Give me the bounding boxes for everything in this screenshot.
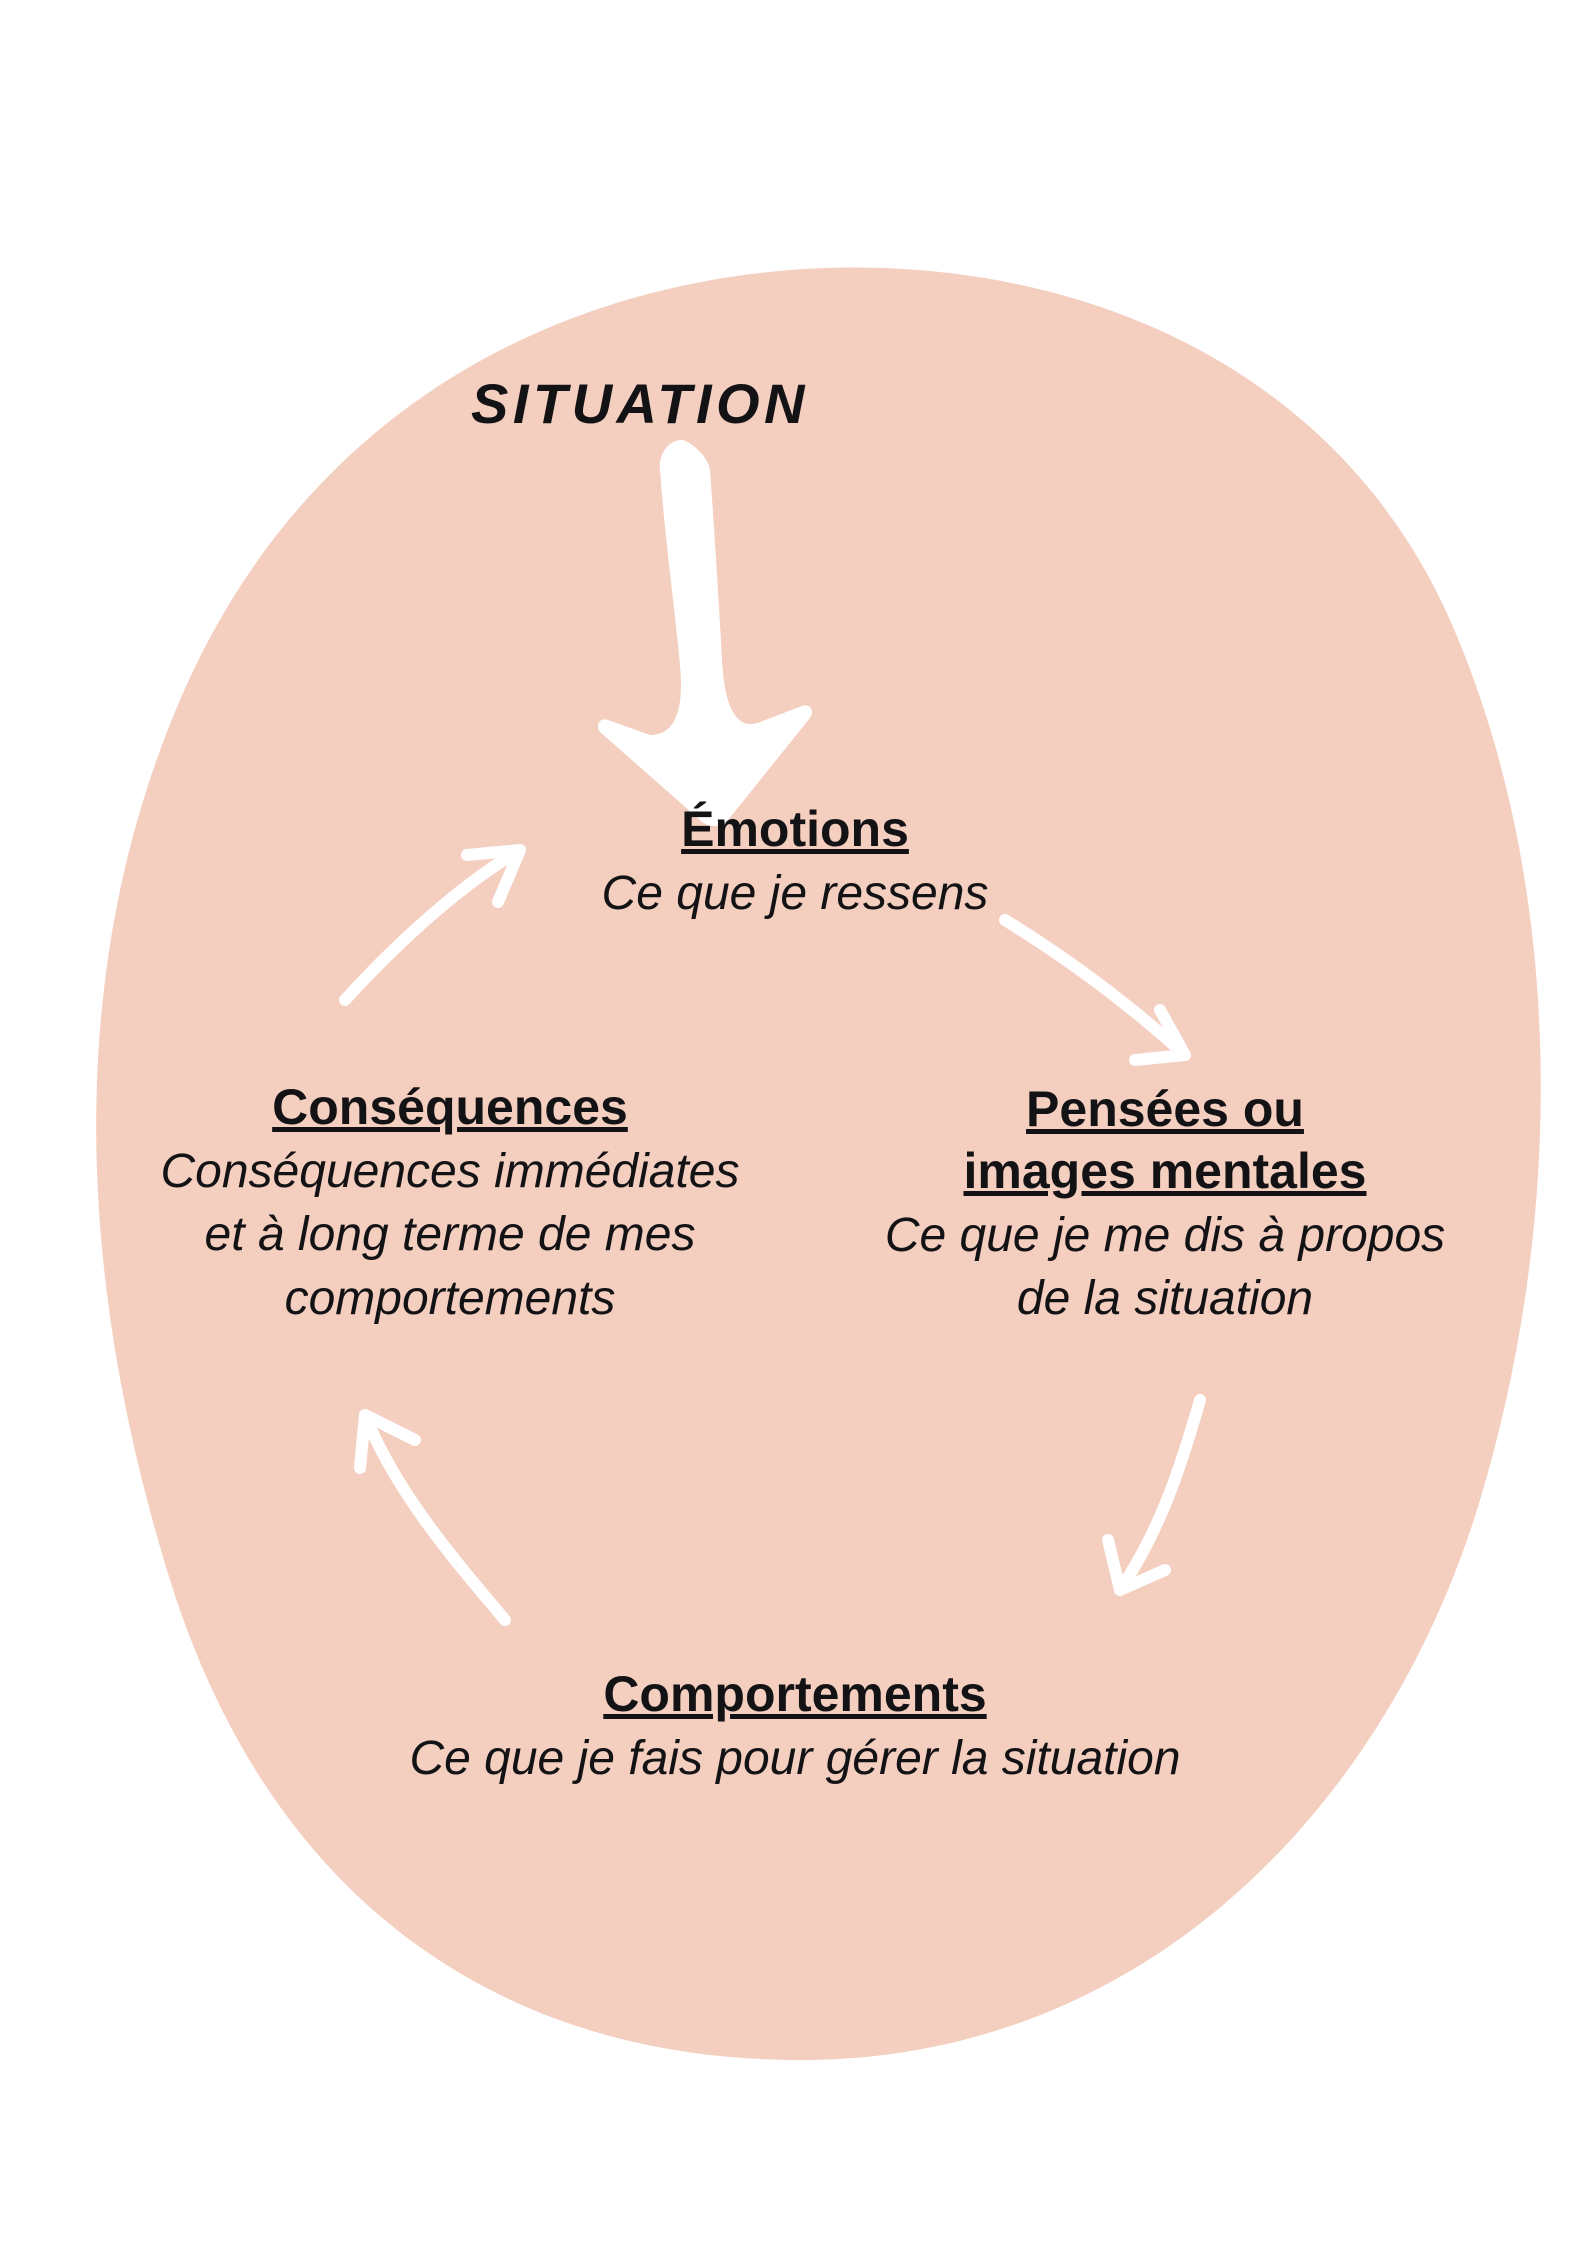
node-emotions-title: Émotions [195,800,1395,858]
cycle-arrow-0-shaft-icon [1005,920,1185,1055]
node-consequences-sub-2: et à long terme de mes [0,1207,1050,1262]
diagram-stage: SITUATION Émotions Ce que je ressens Pen… [0,0,1587,2245]
cycle-arrow-2-shaft-icon [365,1415,505,1620]
cycle-arrow-1-shaft-icon [1120,1400,1200,1590]
header-situation: SITUATION [40,371,1240,436]
node-comportements-title: Comportements [195,1665,1395,1723]
node-consequences-sub-1: Conséquences immédiates [0,1144,1050,1199]
header-arrow-icon [598,440,812,826]
node-consequences-title: Conséquences [0,1078,1050,1136]
node-emotions-sub: Ce que je ressens [195,866,1395,921]
node-consequences-sub-3: comportements [0,1271,1050,1326]
node-comportements-sub: Ce que je fais pour gérer la situation [195,1731,1395,1786]
